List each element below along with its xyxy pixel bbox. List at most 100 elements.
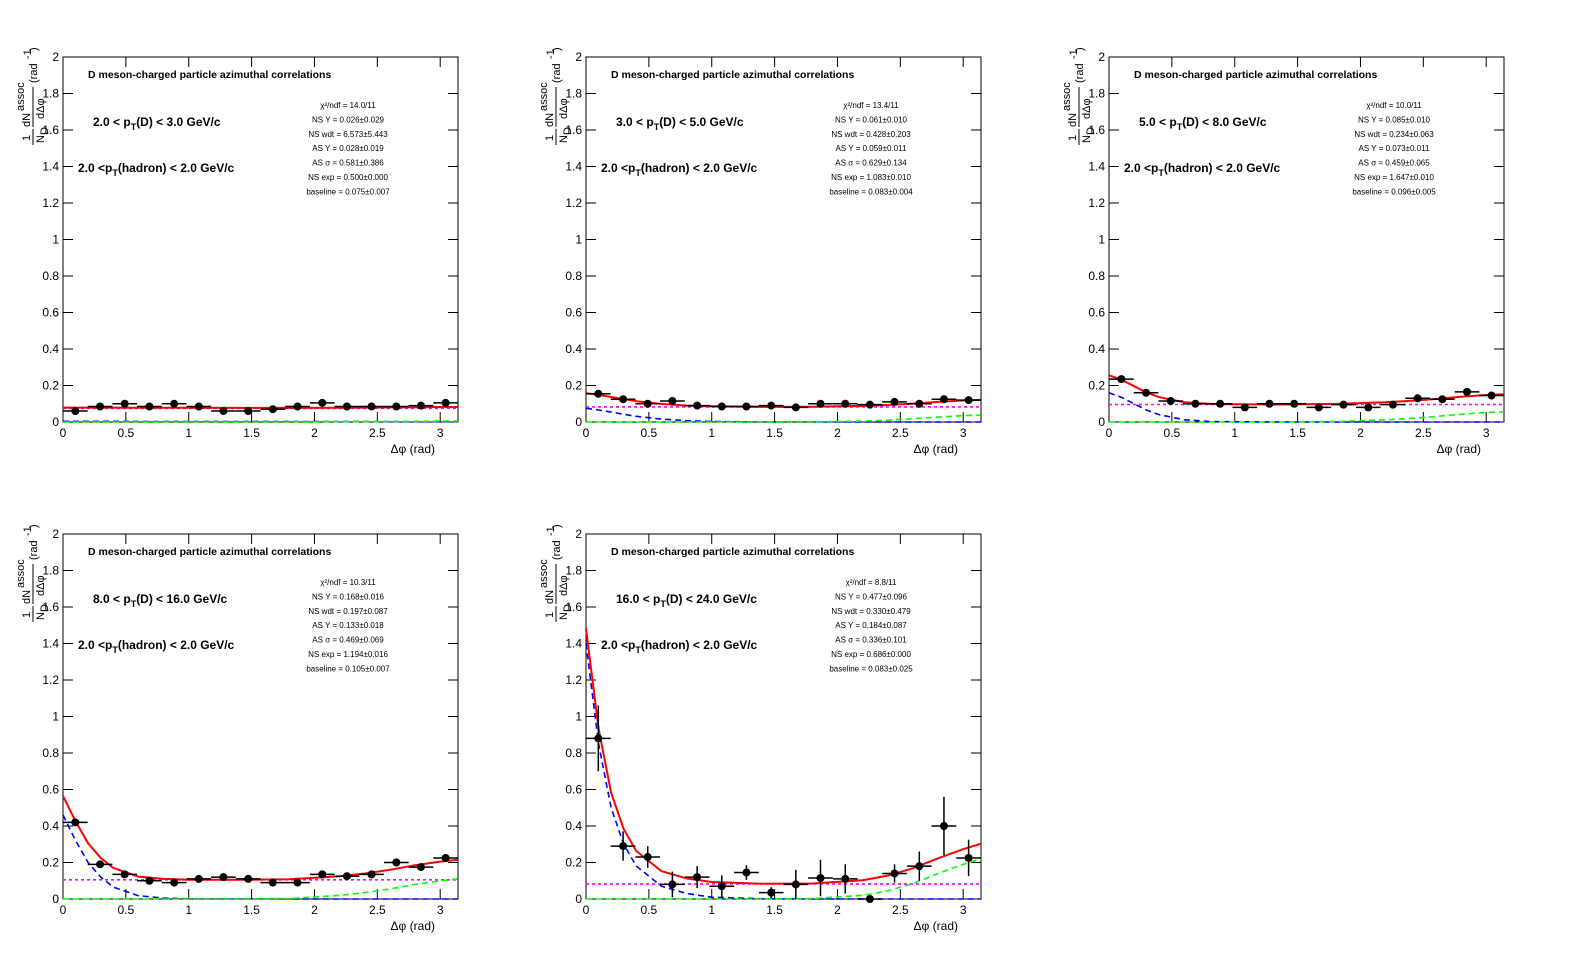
hadron-label-sub: T [1158,168,1164,178]
fit-stat: AS σ = 0.469±0.069 [312,636,384,645]
panel-title: D meson-charged particle azimuthal corre… [611,69,854,81]
x-tick-label: 3 [1483,426,1490,440]
x-tick-label: 1.5 [1289,426,1306,440]
y-tick-label: 2 [52,527,59,541]
y-tick-label: 0 [52,892,59,906]
data-point [1191,399,1200,408]
fit-stat: baseline = 0.083±0.004 [829,187,913,196]
y-label-part: ) [1074,47,1086,51]
data-point [964,396,973,405]
fit-stat: NS wdt = 6.573±5.443 [308,130,388,139]
data-point [668,880,677,889]
y-label-part: D [1085,127,1097,135]
data-point [865,400,874,409]
hadron-label-part: 2.0 <p [78,161,112,175]
fit-curve [1109,411,1505,423]
data-point [318,870,327,879]
y-label-part: (rad [551,540,563,560]
data-point [244,874,253,883]
hadron-label-sub: T [112,645,118,655]
y-label-part: -1 [22,526,34,536]
data-point [964,853,973,862]
y-tick-label: 2 [575,50,582,64]
data-point [619,395,628,404]
y-label-part: D [39,604,51,612]
pt-label-sub: T [131,599,137,609]
fit-stat: AS σ = 0.336±0.101 [835,636,907,645]
y-label-part: dN [21,590,33,604]
y-tick-label: 1.2 [42,673,59,687]
y-label-part: dΔφ [558,98,570,119]
pt-label: 2.0 < pT(D) < 3.0 GeV/c [93,115,221,132]
data-point [96,860,105,869]
fit-stat: AS Y = 0.073±0.011 [1359,144,1430,153]
panel-title: D meson-charged particle azimuthal corre… [611,546,854,558]
x-tick-label: 0 [60,426,67,440]
data-point [1166,397,1175,406]
y-label-part: 1 [21,612,33,618]
pt-label-sub: T [131,122,137,132]
pt-label: 8.0 < pT(D) < 16.0 GeV/c [93,592,228,609]
pt-label-part: (D) < 24.0 GeV/c [666,592,757,606]
pt-label-part: 2.0 < p [93,115,131,129]
y-tick-label: 0.2 [1088,379,1105,393]
fit-stat: NS Y = 0.061±0.010 [835,115,907,124]
x-tick-label: 1 [708,903,715,917]
y-tick-label: 1.2 [565,673,582,687]
fit-stat: NS Y = 0.168±0.016 [312,592,384,601]
pt-label: 5.0 < pT(D) < 8.0 GeV/c [1139,115,1267,132]
y-tick-label: 1.4 [42,637,59,651]
data-point [293,878,302,887]
y-tick-label: 1 [52,233,59,247]
fit-stat: χ²/ndf = 14.0/11 [320,101,376,110]
data-point [767,401,776,410]
hadron-label-part: (hadron) < 2.0 GeV/c [1164,161,1281,175]
data-point [742,868,751,877]
x-tick-label: 2 [311,426,318,440]
data-point [1364,403,1373,412]
pt-label-part: 16.0 < p [616,592,660,606]
x-tick-label: 1 [185,426,192,440]
y-tick-label: 1 [575,233,582,247]
y-tick-label: 0.6 [1088,306,1105,320]
data-point [219,873,228,882]
y-label-part: dN [21,113,33,127]
data-point [392,402,401,411]
data-point [416,401,425,410]
y-tick-label: 0 [1098,415,1105,429]
y-label-part: (rad [28,63,40,83]
fit-stat: baseline = 0.075±0.007 [306,187,390,196]
data-point [668,397,677,406]
x-tick-label: 2 [311,903,318,917]
y-label-part: N [1081,135,1093,143]
data-point [717,402,726,411]
data-point [71,407,80,416]
y-label-part: N [558,135,570,143]
data-point [416,863,425,872]
y-tick-label: 1.2 [1088,196,1105,210]
y-label-part: ) [28,524,40,528]
data-point [145,402,154,411]
y-tick-label: 0.4 [42,819,59,833]
x-tick-label: 0.5 [1164,426,1181,440]
data-point [594,389,603,398]
y-tick-label: 1.6 [42,123,59,137]
x-tick-label: 0 [1106,426,1113,440]
y-label-part: assoc [15,559,27,588]
y-tick-label: 1.4 [42,160,59,174]
plot-frame [585,56,982,423]
y-label-part: -1 [545,526,557,536]
data-point [742,402,751,411]
y-tick-label: 1 [1098,233,1105,247]
y-tick-label: 0 [52,415,59,429]
y-tick-label: 1.4 [1088,160,1105,174]
pt-label-sub: T [654,122,660,132]
x-tick-label: 2.5 [892,903,909,917]
x-tick-label: 0 [583,426,590,440]
y-tick-label: 1.6 [42,600,59,614]
fit-stat: baseline = 0.096±0.005 [1352,187,1436,196]
